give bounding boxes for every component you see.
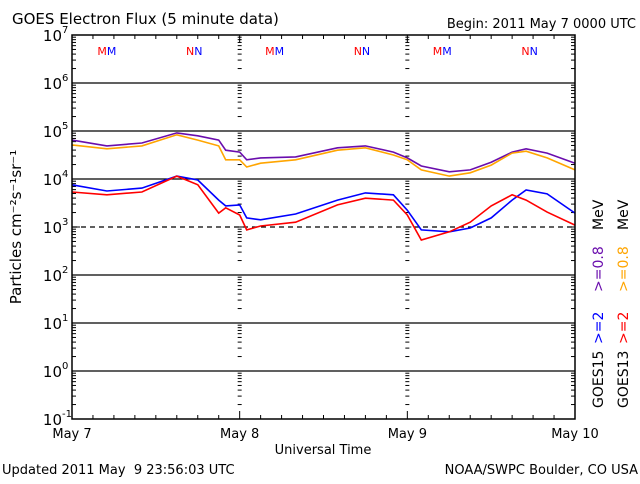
y-tick-label: 10 bbox=[43, 27, 62, 45]
y-tick-label: 10 bbox=[43, 315, 62, 333]
y-tick-exponent: 2 bbox=[62, 265, 68, 276]
legend-item: MeV bbox=[591, 199, 607, 230]
y-tick-label: 10 bbox=[43, 75, 62, 93]
y-tick-label: 10 bbox=[43, 267, 62, 285]
series-line-0 bbox=[71, 132, 576, 173]
y-tick-label: 10 bbox=[43, 123, 62, 141]
y-tick-exponent: 4 bbox=[62, 169, 68, 180]
credit: NOAA/SWPC Boulder, CO USA bbox=[445, 463, 638, 478]
plot-frame bbox=[71, 34, 576, 420]
y-tick-exponent: 6 bbox=[62, 73, 68, 84]
series-line-2 bbox=[71, 175, 576, 233]
y-tick-exponent: 1 bbox=[62, 313, 68, 324]
legend-item: >=0.8 bbox=[591, 246, 607, 292]
updated-timestamp: Updated 2011 May 9 23:56:03 UTC bbox=[2, 463, 235, 478]
y-tick-exponent: 7 bbox=[62, 25, 68, 36]
chart-title: GOES Electron Flux (5 minute data) bbox=[12, 10, 279, 28]
x-tick-label: May 8 bbox=[220, 427, 259, 442]
series-line-3 bbox=[71, 175, 576, 241]
y-tick-label: 10 bbox=[43, 363, 62, 381]
x-tick-label: May 10 bbox=[551, 427, 599, 442]
legend-item: MeV bbox=[616, 199, 632, 230]
mn-marker: NN bbox=[354, 45, 370, 58]
y-tick-exponent: 0 bbox=[62, 361, 68, 372]
legend-item: >=2 bbox=[616, 312, 632, 344]
y-tick-label: 10 bbox=[43, 411, 62, 429]
x-axis-label: Universal Time bbox=[275, 443, 372, 458]
y-tick-exponent: 5 bbox=[62, 121, 68, 132]
legend-item: >=0.8 bbox=[616, 246, 632, 292]
y-tick-label: 10 bbox=[43, 171, 62, 189]
y-axis-label: Particles cm⁻²s⁻¹sr⁻¹ bbox=[7, 150, 25, 304]
series-line-1 bbox=[71, 133, 576, 177]
x-tick-label: May 9 bbox=[388, 427, 427, 442]
mn-marker: MM bbox=[265, 45, 284, 58]
y-tick-exponent: 3 bbox=[62, 217, 68, 228]
mn-marker: MM bbox=[433, 45, 452, 58]
y-tick-exponent: -1 bbox=[62, 409, 72, 420]
legend-item: GOES13 bbox=[616, 351, 632, 408]
x-tick-label: May 7 bbox=[52, 427, 91, 442]
mn-marker: NN bbox=[186, 45, 202, 58]
legend-item: >=2 bbox=[591, 312, 607, 344]
mn-marker: MM bbox=[97, 45, 116, 58]
mn-marker: NN bbox=[521, 45, 537, 58]
begin-label: Begin: 2011 May 7 0000 UTC bbox=[447, 17, 636, 32]
y-tick-label: 10 bbox=[43, 219, 62, 237]
legend-item: GOES15 bbox=[591, 351, 607, 408]
